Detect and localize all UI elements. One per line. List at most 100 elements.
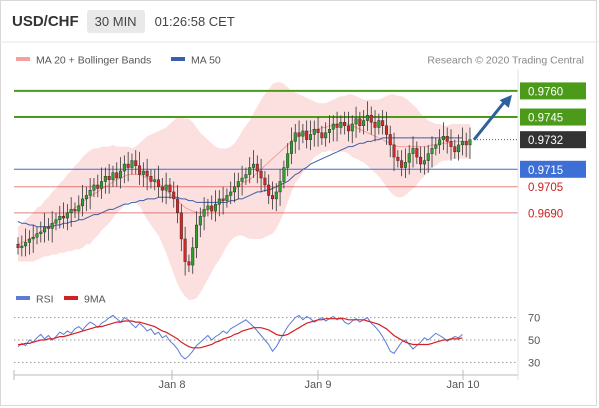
- candle: [84, 186, 88, 212]
- candle: [339, 115, 343, 135]
- candle: [381, 110, 385, 135]
- candle: [62, 202, 66, 229]
- candle: [77, 195, 81, 220]
- candle: [400, 150, 404, 177]
- time-tick-label: Jan 10: [446, 379, 479, 391]
- research-credit: Research © 2020 Trading Central: [427, 55, 584, 67]
- candle: [39, 221, 43, 243]
- level-label-0-9760: 0.9760: [528, 86, 563, 98]
- rsi-ma-line: [18, 318, 463, 349]
- level-tag-0-9760: [520, 82, 586, 100]
- candle: [286, 143, 290, 177]
- candle: [293, 124, 297, 154]
- candle: [164, 172, 168, 205]
- level-tag-0-9745: [520, 108, 586, 126]
- bollinger-bands: [18, 82, 470, 300]
- candle: [384, 111, 388, 145]
- candle: [244, 167, 248, 185]
- candle: [297, 120, 301, 151]
- candle: [176, 184, 180, 224]
- candle: [289, 127, 293, 165]
- candle: [16, 237, 20, 255]
- candle: [270, 181, 274, 210]
- candle: [350, 115, 354, 144]
- candle: [354, 106, 358, 138]
- candle: [403, 148, 407, 178]
- candle: [92, 178, 96, 198]
- candle: [149, 169, 153, 189]
- time-tick-label: Jan 8: [159, 379, 186, 391]
- rsi-level-label-50: 50: [528, 335, 540, 347]
- candle: [316, 117, 320, 147]
- candle: [267, 174, 271, 205]
- chart-header: USD/CHF 30 MIN 01:26:58 CET: [6, 8, 235, 34]
- candle: [388, 125, 392, 158]
- level-label-0-9690: 0.9690: [528, 208, 563, 220]
- candle: [141, 162, 145, 187]
- candle: [449, 129, 453, 161]
- timestamp-label: 01:26:58 CET: [154, 13, 235, 29]
- candle: [426, 144, 430, 173]
- level-tag-0-9732: [520, 131, 586, 149]
- main-legend: MA 20 + Bollinger Bands MA 50 Research ©…: [16, 55, 584, 67]
- candle: [392, 132, 396, 172]
- candle: [119, 157, 123, 189]
- rsi-ma-legend-swatch: [64, 296, 78, 300]
- bollinger-band-area: [18, 82, 470, 300]
- candle: [240, 165, 244, 196]
- candle: [126, 151, 130, 182]
- candle: [396, 150, 400, 168]
- candle: [255, 155, 259, 184]
- ma50-legend-swatch: [171, 57, 185, 61]
- candle: [438, 129, 442, 154]
- candle: [377, 113, 381, 135]
- candle: [195, 211, 199, 259]
- candle: [58, 205, 62, 229]
- candle: [407, 144, 411, 175]
- candle: [100, 167, 104, 199]
- rsi-level-label-70: 70: [528, 313, 540, 325]
- candle: [369, 106, 373, 135]
- candle: [115, 162, 119, 187]
- candle: [358, 111, 362, 133]
- candle: [419, 146, 423, 173]
- candle: [346, 111, 350, 142]
- ma50-legend-label: MA 50: [191, 55, 221, 67]
- timeframe-badge[interactable]: 30 MIN: [86, 9, 145, 33]
- rsi-legend-swatch: [16, 296, 30, 300]
- candle: [225, 188, 229, 208]
- candle: [441, 122, 445, 151]
- candle: [35, 226, 39, 245]
- candle: [20, 235, 24, 257]
- candle: [434, 137, 438, 156]
- candle: [130, 153, 134, 175]
- candle: [122, 155, 126, 184]
- candle: [365, 101, 369, 131]
- candle: [278, 169, 282, 206]
- rsi-legend: RSI 9MA: [16, 294, 106, 306]
- candle: [411, 136, 415, 168]
- candle: [453, 139, 457, 159]
- candle: [81, 184, 85, 217]
- level-label-0-9715: 0.9715: [528, 165, 563, 177]
- candle: [320, 125, 324, 145]
- candle: [96, 174, 100, 198]
- candle: [172, 181, 176, 208]
- candle: [69, 197, 73, 227]
- candle: [251, 150, 255, 178]
- candle: [183, 226, 187, 276]
- candle: [107, 164, 111, 194]
- candle: [362, 110, 366, 135]
- candle: [27, 230, 31, 255]
- candle: [138, 151, 142, 185]
- candle: [54, 212, 58, 231]
- candle: [217, 190, 221, 217]
- candle: [259, 158, 263, 192]
- candle: [430, 136, 434, 168]
- candle: [73, 202, 77, 219]
- candle: [88, 178, 92, 210]
- time-axis: Jan 8 Jan 9 Jan 10: [13, 70, 519, 391]
- candle: [111, 165, 115, 187]
- candle: [335, 111, 339, 142]
- candle: [415, 141, 419, 165]
